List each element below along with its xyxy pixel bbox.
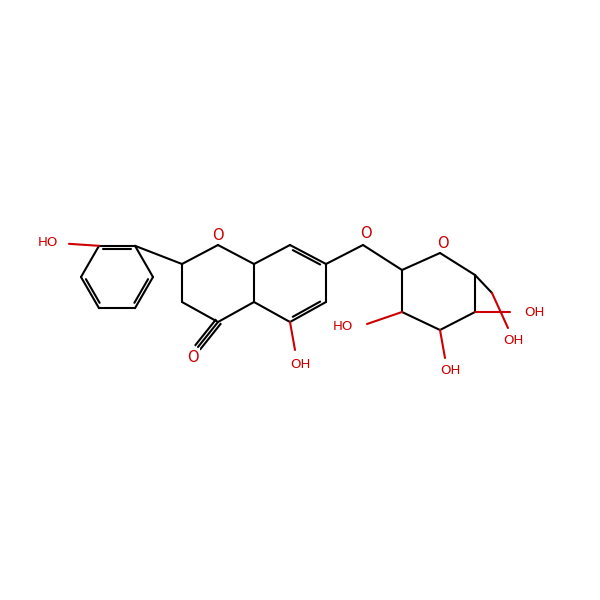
Text: OH: OH — [440, 364, 460, 377]
Text: HO: HO — [332, 319, 353, 332]
Text: O: O — [212, 227, 224, 242]
Text: OH: OH — [503, 334, 523, 346]
Text: HO: HO — [38, 236, 58, 250]
Text: O: O — [437, 235, 449, 251]
Text: O: O — [360, 226, 372, 241]
Text: OH: OH — [290, 358, 310, 370]
Text: O: O — [187, 349, 199, 364]
Text: OH: OH — [524, 305, 544, 319]
